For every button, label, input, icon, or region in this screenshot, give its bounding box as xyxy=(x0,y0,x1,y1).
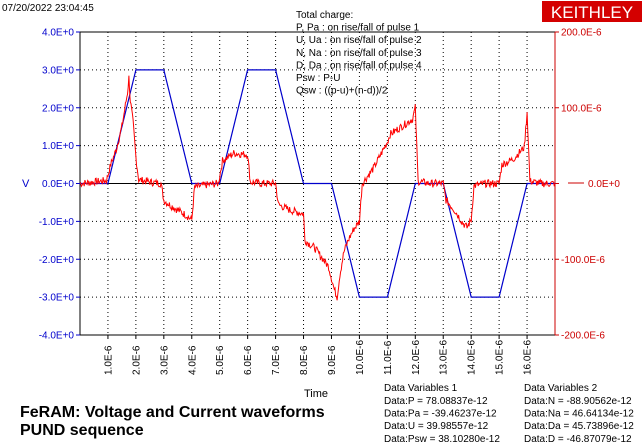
y-tick-label: 3.0E+0 xyxy=(42,65,74,76)
x-tick-label: 9.0E-6 xyxy=(327,345,338,375)
keithley-logo-text: KEITHLEY xyxy=(551,3,633,22)
left-axis: 4.0E+0 3.0E+0 2.0E+0 1.0E+0 0.0E+0 -1.0E+0 -2.… xyxy=(39,28,80,342)
y-tick-label: 2.0E+0 xyxy=(42,103,74,114)
y-axis-label: V xyxy=(22,178,30,190)
y2-tick-label: 100.0E-6 xyxy=(561,103,602,114)
data-variable-2-line: Data:Da = 45.73896e-12 xyxy=(524,421,634,432)
x-axis: 1.0E-6 2.0E-6 3.0E-6 4.0E-6 5.0E-6 6.0E-6 7.0E… xyxy=(103,335,534,375)
x-axis-label: Time xyxy=(304,388,328,400)
grid xyxy=(80,31,555,336)
data-variable-1-line: Data:U = 39.98557e-12 xyxy=(384,421,489,432)
annotation-line: D, Da : on rise/fall of pulse 4 xyxy=(296,60,422,71)
data-variable-1-line: Data:Pa = -39.46237e-12 xyxy=(384,409,497,420)
y-tick-label: -1.0E+0 xyxy=(39,217,75,228)
y-tick-label: 1.0E+0 xyxy=(42,141,74,152)
y2-tick-label: 200.0E-6 xyxy=(561,28,602,39)
series-group xyxy=(79,69,556,301)
data-variable-2-line: Data:Na = 46.64134e-12 xyxy=(524,409,634,420)
x-tick-label: 11.0E-6 xyxy=(383,340,394,375)
y2-tick-label: -200.0E-6 xyxy=(561,331,605,342)
data-variables-1-title: Data Variables 1 xyxy=(384,383,458,394)
current-series-line xyxy=(79,75,556,301)
x-tick-label: 13.0E-6 xyxy=(439,340,450,375)
x-tick-label: 12.0E-6 xyxy=(411,340,422,375)
y2-axis-label: 0.0E+0 xyxy=(588,179,620,190)
annotation-block: Total charge: P, Pa : on rise/fall of pul… xyxy=(296,10,422,97)
x-tick-label: 6.0E-6 xyxy=(243,345,254,375)
y2-tick-label: -100.0E-6 xyxy=(561,255,605,266)
x-tick-label: 1.0E-6 xyxy=(103,345,114,375)
annotation-line: Psw : P-U xyxy=(296,73,340,84)
data-variables-1: Data:P = 78.08837e-12 Data:Pa = -39.46237… xyxy=(384,396,500,445)
annotation-line: Qsw : ((p-u)+(n-d))/2 xyxy=(296,86,388,97)
x-tick-label: 2.0E-6 xyxy=(131,345,142,375)
x-tick-label: 8.0E-6 xyxy=(299,345,310,375)
data-variable-2-line: Data:N = -88.90562e-12 xyxy=(524,396,632,407)
keithley-logo xyxy=(542,1,642,22)
data-variable-2-line: Data:D = -46.87079e-12 xyxy=(524,434,632,445)
annotation-line: Total charge: xyxy=(296,10,353,21)
caption-title: FeRAM: Voltage and Current waveforms xyxy=(20,404,325,421)
y-tick-label: 0.0E+0 xyxy=(42,179,74,190)
x-tick-label: 14.0E-6 xyxy=(467,340,478,375)
voltage-series-line xyxy=(80,69,555,298)
timestamp: 07/20/2022 23:04:45 xyxy=(2,3,94,14)
y-tick-label: 4.0E+0 xyxy=(42,28,74,39)
data-variable-1-line: Data:P = 78.08837e-12 xyxy=(384,396,488,407)
x-tick-label: 10.0E-6 xyxy=(355,340,366,375)
data-variable-1-line: Data:Psw = 38.10280e-12 xyxy=(384,434,500,445)
x-tick-label: 7.0E-6 xyxy=(271,345,282,375)
y-tick-label: -2.0E+0 xyxy=(39,255,75,266)
data-variables-2: Data:N = -88.90562e-12 Data:Na = 46.64134… xyxy=(524,396,634,445)
x-tick-label: 4.0E-6 xyxy=(187,345,198,375)
annotation-line: P, Pa : on rise/fall of pulse 1 xyxy=(296,23,420,34)
x-tick-label: 5.0E-6 xyxy=(215,345,226,375)
caption-subtitle: PUND sequence xyxy=(20,422,144,439)
data-variables-2-title: Data Variables 2 xyxy=(524,383,598,394)
y-tick-label: -3.0E+0 xyxy=(39,293,75,304)
x-tick-label: 3.0E-6 xyxy=(159,345,170,375)
x-tick-label: 15.0E-6 xyxy=(495,340,506,375)
annotation-line: U, Ua : on rise/fall of pulse 2 xyxy=(296,35,422,46)
y-tick-label: -4.0E+0 xyxy=(39,331,75,342)
x-tick-label: 16.0E-6 xyxy=(523,340,534,375)
annotation-line: N, Na : on rise/fall of pulse 3 xyxy=(296,48,422,59)
